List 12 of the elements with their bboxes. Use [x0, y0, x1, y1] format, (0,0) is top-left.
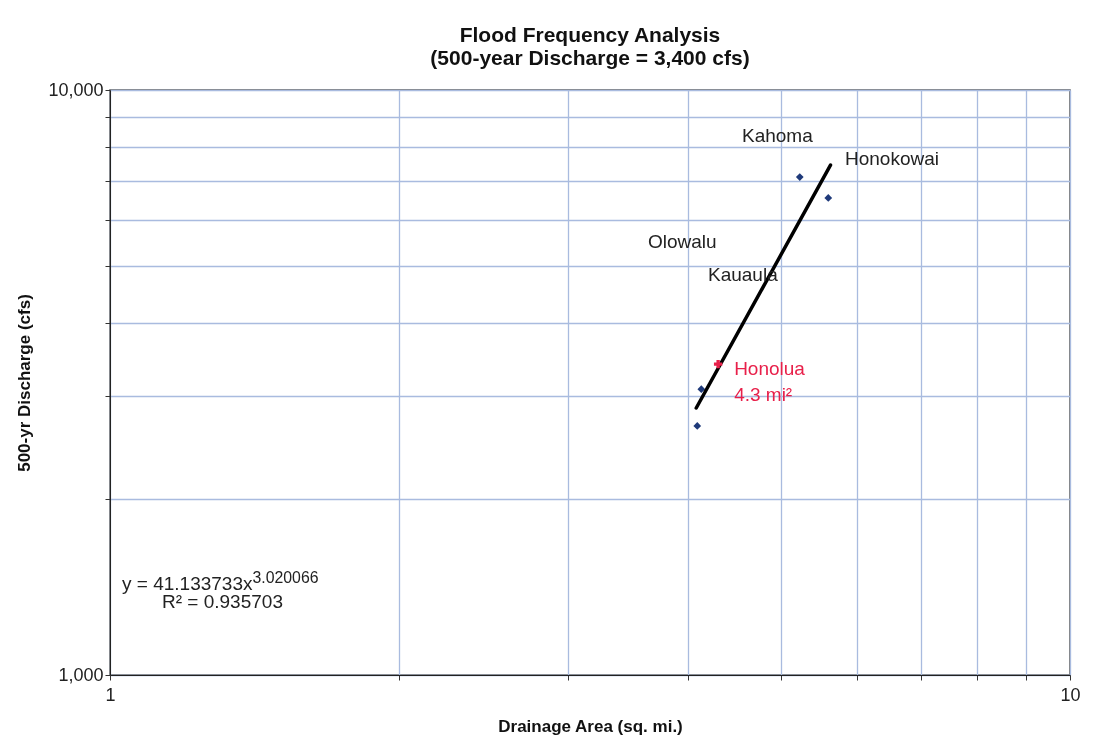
x-axis-title: Drainage Area (sq. mi.): [498, 716, 683, 736]
chart-subtitle: (500-year Discharge = 3,400 cfs): [430, 46, 750, 69]
annotation: Kahoma: [742, 124, 813, 148]
annotation: Honokowai: [845, 147, 939, 171]
x-tick-label: 10: [1060, 684, 1081, 705]
chart-title: Flood Frequency Analysis: [459, 23, 721, 46]
y-tick-label: 1,000: [58, 664, 104, 685]
annotation: Olowalu: [648, 230, 717, 254]
x-tick-label: 1: [105, 684, 116, 705]
y-axis-title: 500-yr Discharge (cfs): [15, 294, 35, 472]
series-label: Honolua 4.3 mi²: [734, 358, 806, 406]
y-tick-label: 10,000: [48, 79, 104, 100]
